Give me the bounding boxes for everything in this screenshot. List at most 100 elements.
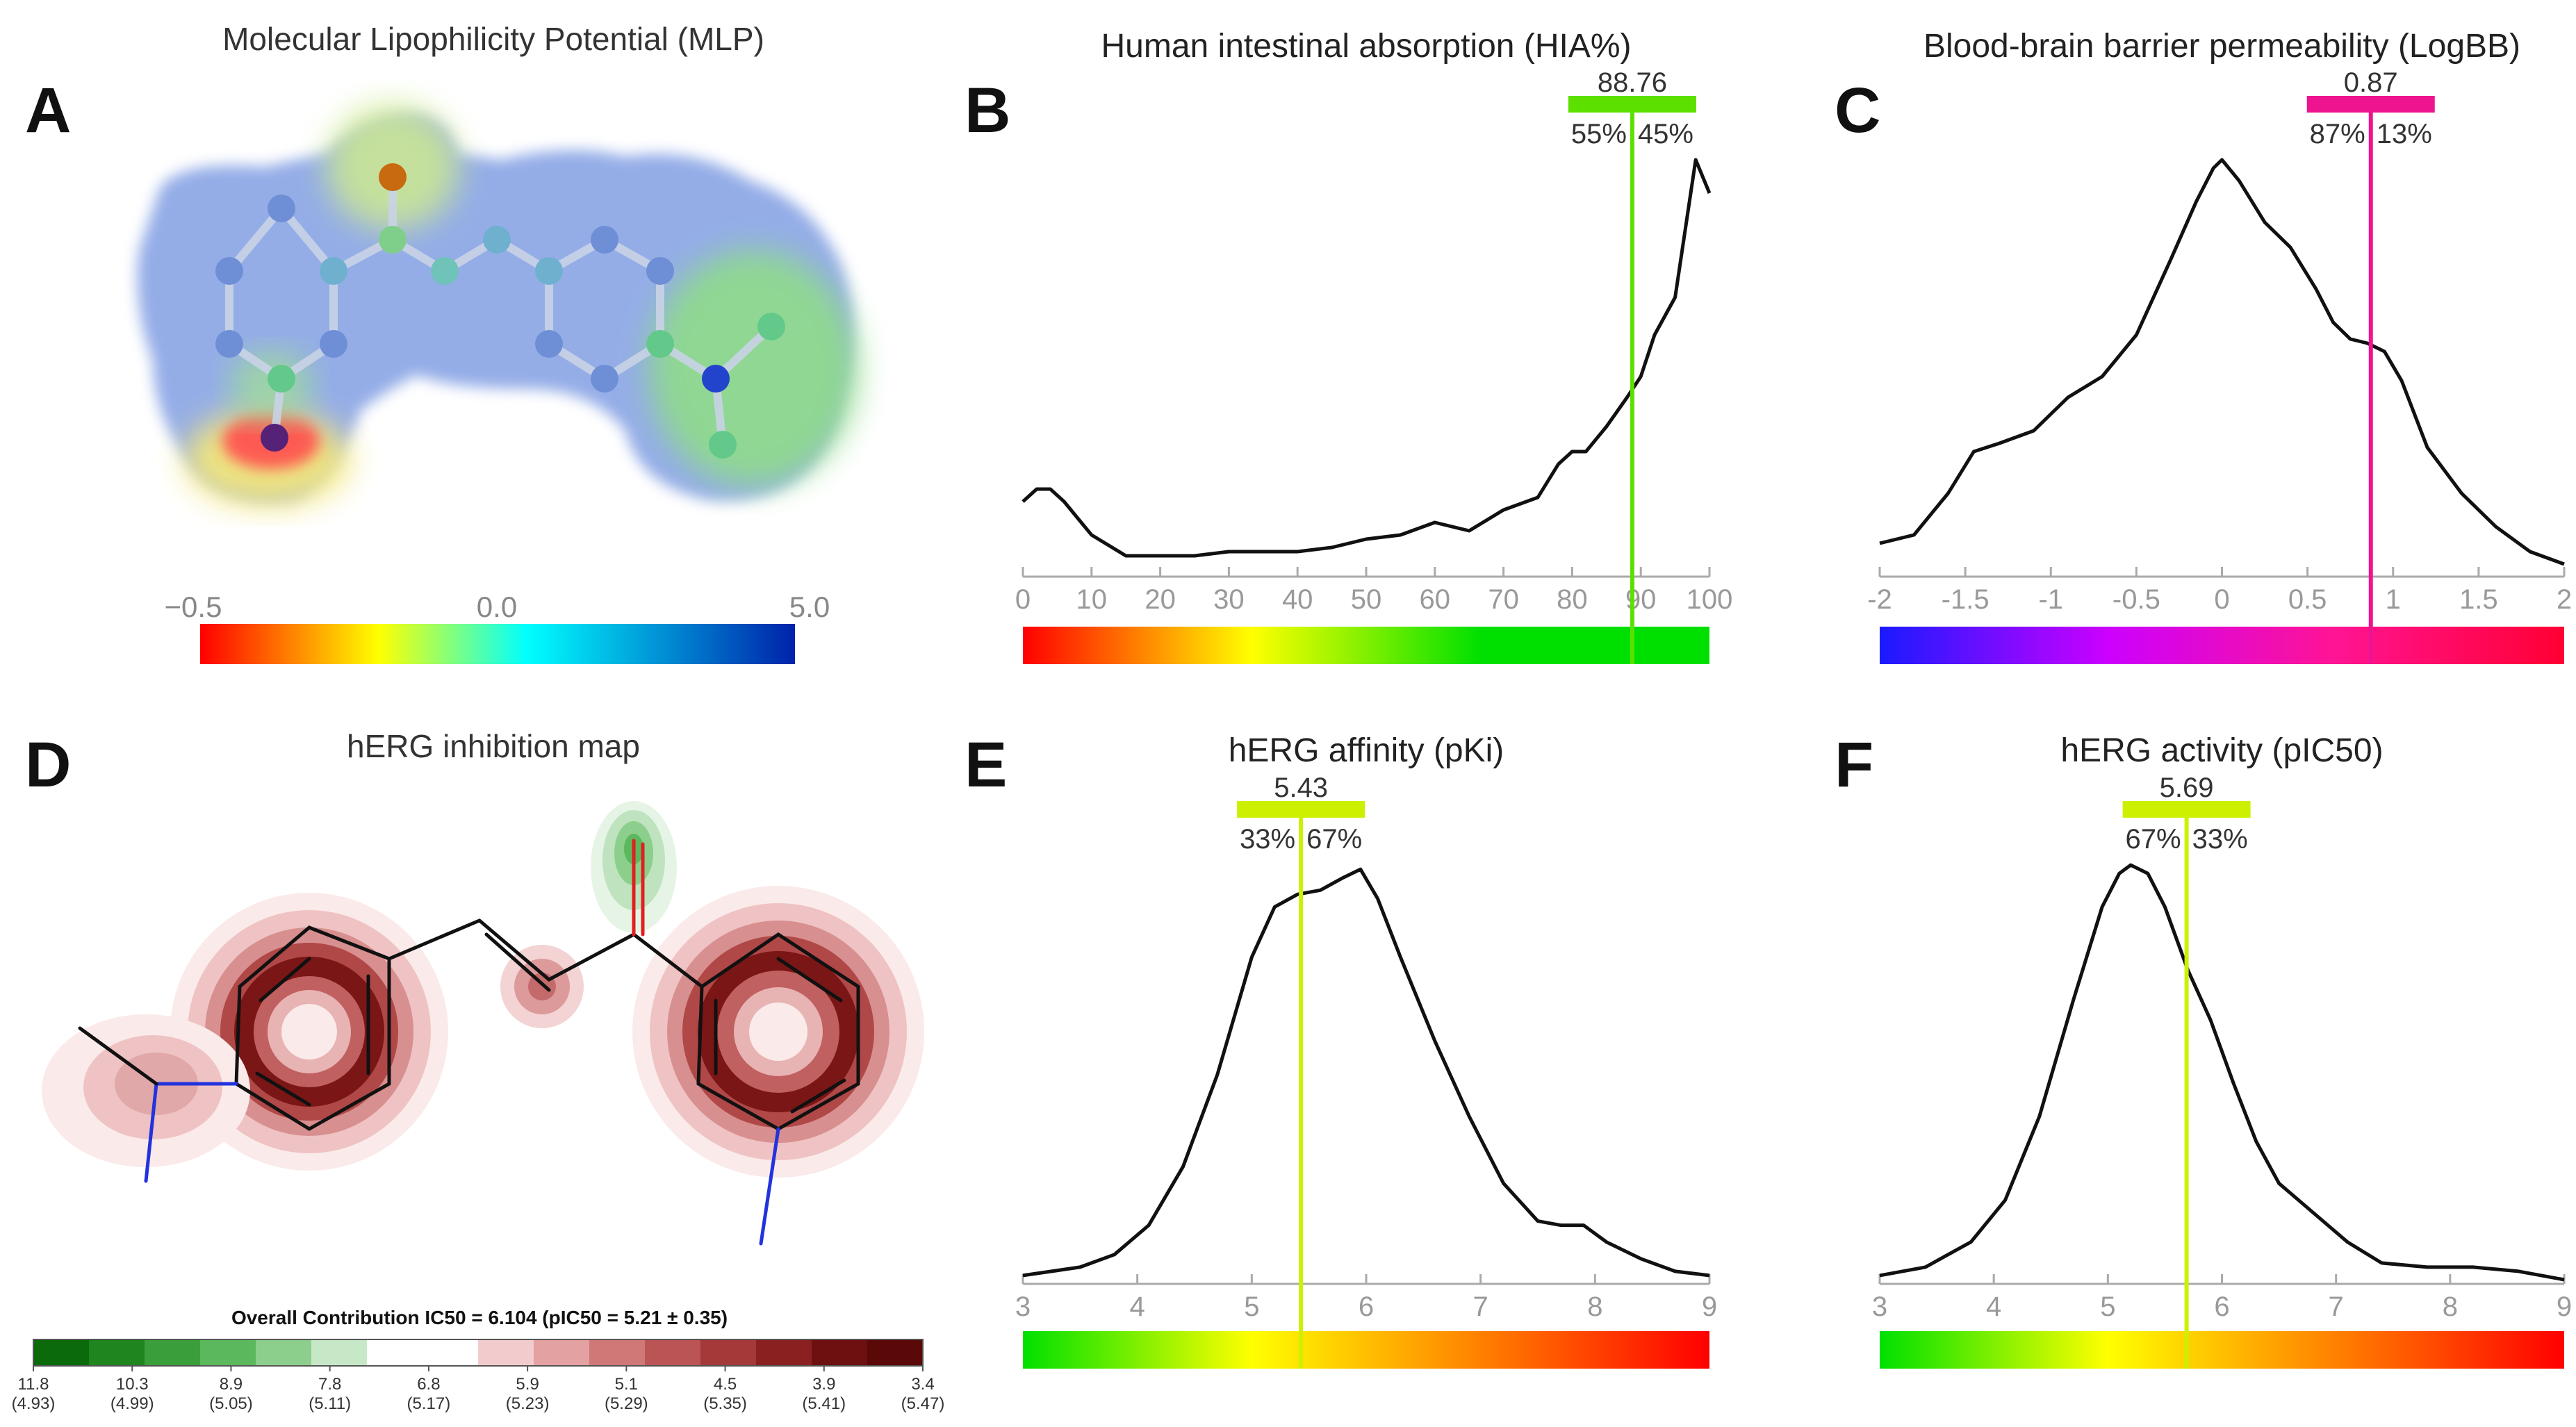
legend-swatch xyxy=(311,1339,368,1366)
legend-tick-label: 4.5 xyxy=(714,1375,737,1394)
chart-title: hERG activity (pIC50) xyxy=(2060,732,2383,769)
legend-tick-sublabel: (5.41) xyxy=(802,1394,846,1413)
prediction-value: 5.43 xyxy=(1274,773,1328,803)
x-tick-label: 9 xyxy=(1702,1292,1717,1322)
legend-swatch xyxy=(423,1339,479,1366)
prediction-value: 5.69 xyxy=(2160,773,2214,803)
x-tick-label: 7 xyxy=(1473,1292,1488,1322)
legend-tick-label: 6.8 xyxy=(417,1375,440,1394)
legend-swatch xyxy=(367,1339,423,1366)
color-bar xyxy=(1023,627,1709,664)
legend-swatch xyxy=(478,1339,534,1366)
legend-swatch xyxy=(589,1339,646,1366)
density-curve xyxy=(1022,158,1712,558)
legend-tick-sublabel: (5.23) xyxy=(506,1394,550,1413)
panel-d: D hERG inhibition map xyxy=(12,728,945,1413)
legend-swatch xyxy=(812,1339,868,1366)
legend-tick-sublabel: (5.05) xyxy=(209,1394,253,1413)
prediction-value: 0.87 xyxy=(2344,67,2398,98)
herg-legend: 11.8(4.93) 10.3(4.99) 8.9(5.05) 7.8(5.11) 6.… xyxy=(12,1339,945,1413)
prediction-left-percent: 67% xyxy=(2126,824,2181,855)
x-tick-label: -2 xyxy=(1867,584,1892,615)
panel-a: A Molecular Lipophilicity Potential (MLP… xyxy=(25,21,858,664)
legend-tick-sublabel: (4.99) xyxy=(110,1394,154,1413)
panel-d-letter: D xyxy=(25,729,71,800)
x-tick-label: 0 xyxy=(1015,584,1031,615)
x-tick-label: -0.5 xyxy=(2113,584,2160,615)
x-tick-label: 60 xyxy=(1420,584,1451,615)
chart-panel-c: C Blood-brain barrier permeability (LogBB… xyxy=(1835,28,2572,664)
x-tick-label: 70 xyxy=(1488,584,1519,615)
mlp-scale-label-min: −0.5 xyxy=(165,591,222,623)
legend-swatch xyxy=(89,1339,145,1366)
prediction-marker-box xyxy=(1568,96,1696,113)
legend-frame xyxy=(33,1339,924,1367)
x-tick-label: 6 xyxy=(2214,1292,2229,1322)
panel-d-title: hERG inhibition map xyxy=(347,728,640,764)
legend-tick-sublabel: (5.47) xyxy=(901,1394,945,1413)
x-tick-label: 30 xyxy=(1213,584,1245,615)
herg-contours xyxy=(42,801,924,1178)
legend-tick-label: 5.1 xyxy=(615,1375,638,1394)
x-tick-label: -1 xyxy=(2038,584,2063,615)
legend-swatch xyxy=(200,1339,256,1366)
legend-tick-sublabel: (5.35) xyxy=(703,1394,747,1413)
legend-tick-sublabel: (4.93) xyxy=(12,1394,56,1413)
herg-contour-left-ring xyxy=(170,893,448,1171)
x-tick-label: 5 xyxy=(2100,1292,2115,1322)
legend-tick-label: 11.8 xyxy=(18,1375,49,1394)
mlp-scale-label-mid: 0.0 xyxy=(477,591,517,623)
density-curve xyxy=(1879,158,2565,566)
x-tick-label: 4 xyxy=(1986,1292,2001,1322)
molecule-atoms xyxy=(215,163,785,459)
prediction-right-percent: 67% xyxy=(1306,824,1362,855)
legend-swatch xyxy=(256,1339,312,1366)
prediction-value: 88.76 xyxy=(1598,67,1667,98)
chart-title: Blood-brain barrier permeability (LogBB) xyxy=(1923,28,2520,65)
x-tick-label: 3 xyxy=(1015,1292,1031,1322)
mlp-green-patch-right xyxy=(650,250,858,486)
chart-title: hERG affinity (pKi) xyxy=(1229,732,1504,769)
legend-swatch xyxy=(867,1339,924,1366)
panel-letter: F xyxy=(1835,729,1873,800)
legend-swatch xyxy=(534,1339,590,1366)
x-tick-label: 0 xyxy=(2214,584,2229,615)
prediction-marker-box xyxy=(2122,801,2251,818)
x-tick-label: -1.5 xyxy=(1942,584,1990,615)
herg-contour-amine xyxy=(42,1014,250,1167)
x-tick-label: 4 xyxy=(1130,1292,1145,1322)
panel-letter: E xyxy=(965,729,1007,800)
x-tick-label: 3 xyxy=(1872,1292,1887,1322)
x-tick-label: 7 xyxy=(2329,1292,2344,1322)
legend-tick-sublabel: (5.29) xyxy=(605,1394,648,1413)
prediction-left-percent: 33% xyxy=(1240,824,1295,855)
color-bar xyxy=(1880,1331,2564,1369)
density-curve xyxy=(1879,863,2565,1282)
x-tick-label: 10 xyxy=(1076,584,1108,615)
legend-tick-label: 10.3 xyxy=(116,1375,149,1394)
color-bar xyxy=(1023,1331,1709,1369)
x-tick-label: 80 xyxy=(1557,584,1588,615)
prediction-marker-box xyxy=(1237,801,1365,818)
legend-tick-label: 5.9 xyxy=(516,1375,539,1394)
x-tick-label: 1 xyxy=(2386,584,2401,615)
herg-contour-right-ring xyxy=(632,886,924,1178)
legend-tick-label: 8.9 xyxy=(220,1375,243,1394)
panel-letter: B xyxy=(965,75,1010,146)
legend-tick-label: 3.9 xyxy=(812,1375,835,1394)
x-tick-label: 40 xyxy=(1282,584,1313,615)
legend-swatch xyxy=(756,1339,812,1366)
herg-skeleton xyxy=(78,839,860,1246)
mlp-color-bar xyxy=(200,624,795,664)
x-tick-label: 20 xyxy=(1145,584,1176,615)
color-bar xyxy=(1880,627,2564,664)
x-tick-label: 0.5 xyxy=(2288,584,2327,615)
legend-tick-sublabel: (5.11) xyxy=(309,1394,351,1413)
legend-swatch xyxy=(700,1339,757,1366)
chart-title: Human intestinal absorption (HIA%) xyxy=(1101,28,1631,65)
prediction-left-percent: 55% xyxy=(1571,119,1627,149)
